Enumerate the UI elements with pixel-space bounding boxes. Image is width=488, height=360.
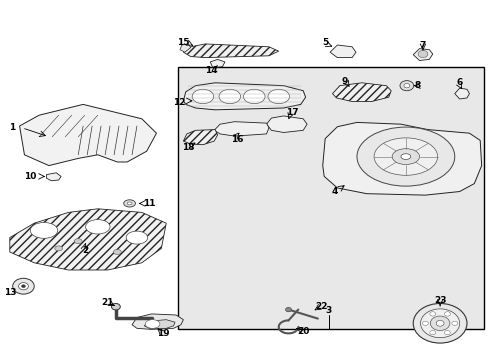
Polygon shape: [46, 173, 61, 181]
Ellipse shape: [422, 321, 427, 325]
Ellipse shape: [21, 285, 25, 288]
Ellipse shape: [444, 330, 449, 335]
Ellipse shape: [417, 50, 427, 58]
Ellipse shape: [451, 321, 457, 325]
Ellipse shape: [399, 81, 413, 91]
Ellipse shape: [243, 89, 264, 104]
Ellipse shape: [429, 330, 435, 335]
Text: 21: 21: [101, 298, 114, 307]
Polygon shape: [183, 130, 217, 145]
Polygon shape: [329, 45, 355, 58]
Polygon shape: [10, 209, 166, 270]
Ellipse shape: [19, 283, 28, 290]
Text: 5: 5: [322, 38, 327, 47]
Ellipse shape: [145, 320, 160, 328]
Text: 7: 7: [419, 41, 426, 50]
Polygon shape: [412, 49, 432, 60]
Polygon shape: [214, 122, 268, 136]
Polygon shape: [454, 88, 468, 99]
Ellipse shape: [435, 320, 443, 326]
Ellipse shape: [429, 316, 449, 330]
Ellipse shape: [391, 149, 419, 165]
Ellipse shape: [403, 84, 409, 88]
Text: 20: 20: [296, 327, 309, 336]
Text: 17: 17: [285, 108, 298, 117]
Text: 12: 12: [173, 98, 185, 107]
Text: 18: 18: [182, 143, 194, 152]
Ellipse shape: [123, 200, 135, 207]
Ellipse shape: [373, 138, 437, 175]
Ellipse shape: [412, 303, 466, 343]
Text: 3: 3: [325, 306, 331, 315]
Ellipse shape: [13, 278, 34, 294]
Text: 19: 19: [157, 329, 170, 338]
Text: 2: 2: [82, 246, 88, 255]
Text: 11: 11: [142, 199, 155, 208]
Text: 6: 6: [456, 78, 462, 87]
Text: 8: 8: [414, 81, 420, 90]
Text: 10: 10: [24, 172, 37, 181]
Bar: [178, 67, 483, 329]
Text: 13: 13: [4, 288, 17, 297]
Text: 1: 1: [9, 123, 15, 132]
Ellipse shape: [30, 222, 58, 238]
Ellipse shape: [55, 246, 62, 251]
Polygon shape: [180, 44, 190, 52]
Ellipse shape: [192, 89, 213, 104]
Text: 4: 4: [331, 187, 338, 196]
Ellipse shape: [400, 154, 410, 159]
Polygon shape: [144, 320, 175, 328]
Polygon shape: [332, 83, 390, 102]
Ellipse shape: [113, 249, 121, 255]
Polygon shape: [183, 44, 278, 58]
Ellipse shape: [74, 239, 82, 244]
Polygon shape: [20, 104, 156, 166]
Ellipse shape: [111, 303, 120, 310]
Ellipse shape: [420, 309, 459, 338]
Text: 9: 9: [341, 77, 347, 86]
Polygon shape: [183, 83, 305, 110]
Ellipse shape: [356, 127, 454, 186]
Ellipse shape: [127, 202, 132, 205]
Text: 22: 22: [315, 302, 327, 311]
Text: 14: 14: [204, 66, 217, 75]
Ellipse shape: [219, 89, 240, 104]
Text: 15: 15: [177, 38, 189, 47]
Text: 16: 16: [230, 135, 243, 144]
Ellipse shape: [267, 89, 289, 104]
Polygon shape: [322, 122, 481, 195]
Ellipse shape: [285, 307, 291, 312]
Ellipse shape: [126, 231, 147, 244]
Text: 23: 23: [433, 296, 446, 305]
Polygon shape: [266, 116, 306, 132]
Polygon shape: [210, 59, 224, 68]
Ellipse shape: [85, 220, 110, 234]
Polygon shape: [132, 314, 183, 329]
Ellipse shape: [429, 312, 435, 316]
Ellipse shape: [444, 312, 449, 316]
